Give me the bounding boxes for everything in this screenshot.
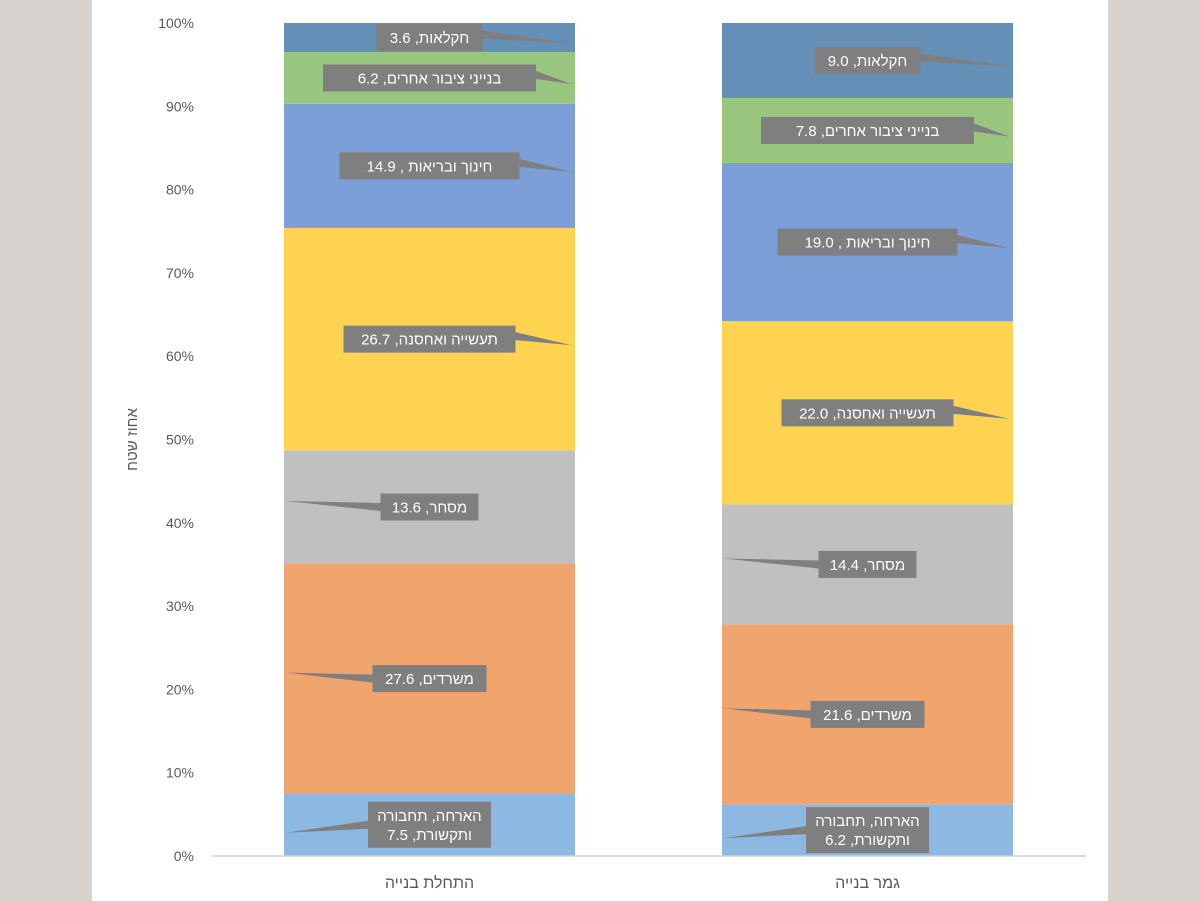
data-label-pointer [519, 158, 571, 172]
y-tick-label: 80% [166, 182, 194, 198]
data-label-text: משרדים, 27.6 [385, 671, 474, 688]
data-label-text: תעשייה ואחסנה, 22.0 [799, 405, 936, 422]
chart-panel: 0% 10% 20% 30% 40% 50% 60% 70% 80% 90% 100% אחוז שט… [92, 0, 1108, 901]
data-label-text: חינוך ובריאות , 19.0 [805, 235, 931, 252]
data-label-pointer [536, 70, 571, 84]
y-tick-label: 0% [174, 848, 194, 864]
data-label-pointer [286, 672, 373, 683]
data-label-pointer [286, 820, 368, 833]
data-label-text: משרדים, 21.6 [823, 707, 912, 724]
data-label-pointer [724, 558, 819, 569]
data-label-text: הארחה, תחבורה [815, 813, 919, 830]
data-label: חינוך ובריאות , 14.9 [339, 152, 571, 180]
data-label: הארחה, תחבורה ותקשורת, 6.2 [724, 807, 929, 854]
data-label: מסחר, 14.4 [724, 550, 917, 578]
data-label: משרדים, 21.6 [724, 700, 925, 728]
data-label: מסחר, 13.6 [286, 493, 479, 521]
data-label-box [806, 807, 929, 854]
data-label-text: ותקשורת, 6.2 [825, 832, 910, 849]
data-label: הארחה, תחבורה ותקשורת, 7.5 [286, 801, 491, 848]
data-label: תעשייה ואחסנה, 22.0 [781, 399, 1009, 427]
data-label-pointer [482, 30, 571, 44]
y-axis-title: אחוז שטח [124, 408, 141, 471]
data-label: חקלאות, 3.6 [376, 24, 571, 52]
data-label-text: חקלאות, 3.6 [390, 30, 470, 47]
data-label: תעשייה ואחסנה, 26.7 [343, 325, 571, 353]
data-label: בנייני ציבור אחרים, 6.2 [323, 64, 571, 92]
data-label: חינוך ובריאות , 19.0 [777, 228, 1009, 256]
data-label-box [380, 493, 479, 521]
y-tick-label: 70% [166, 265, 194, 281]
y-tick-label: 40% [166, 515, 194, 531]
stacked-bar-chart: 0% 10% 20% 30% 40% 50% 60% 70% 80% 90% 100% אחוז שט… [124, 15, 1086, 892]
y-tick-label: 60% [166, 348, 194, 364]
data-label-box [343, 325, 516, 353]
data-label-box [372, 665, 487, 693]
data-label-text: חקלאות, 9.0 [828, 53, 908, 70]
y-tick-label: 10% [166, 765, 194, 781]
data-label-text: מסחר, 14.4 [830, 557, 905, 574]
data-label-pointer [974, 123, 1009, 137]
data-label-pointer [724, 708, 811, 719]
data-label-pointer [724, 826, 806, 839]
y-tick-label: 50% [166, 432, 194, 448]
data-label-text: הארחה, תחבורה [377, 808, 481, 825]
data-label-text: מסחר, 13.6 [392, 499, 467, 516]
data-label-box [810, 700, 925, 728]
data-label-pointer [953, 405, 1009, 419]
data-label: משרדים, 27.6 [286, 665, 487, 693]
data-label-pointer [957, 235, 1009, 249]
bar-stack [722, 23, 1013, 856]
y-tick-label: 100% [158, 15, 194, 31]
data-label-box [761, 116, 974, 144]
data-label-text: חינוך ובריאות , 14.9 [367, 158, 493, 175]
y-tick-label: 30% [166, 598, 194, 614]
data-label: בנייני ציבור אחרים, 7.8 [761, 116, 1009, 144]
bar-stack [284, 23, 575, 856]
data-label-pointer [286, 500, 381, 511]
data-label-pointer [515, 332, 571, 346]
data-label-box [818, 550, 917, 578]
data-label-box [814, 46, 921, 74]
data-label-box [368, 801, 491, 848]
category-label: גמר בנייה [835, 875, 900, 892]
category-label: התחלת בנייה [385, 874, 474, 892]
data-labels: הארחה, תחבורה ותקשורת, 7.5 משרדים, 27.6 מסח… [286, 24, 1009, 854]
data-label-pointer [920, 53, 1009, 67]
data-label-box [777, 228, 958, 256]
data-label-text: ותקשורת, 7.5 [387, 827, 472, 844]
data-label: חקלאות, 9.0 [814, 46, 1009, 74]
y-tick-label: 20% [166, 681, 194, 697]
data-label-box [339, 152, 520, 180]
data-label-text: בנייני ציבור אחרים, 7.8 [796, 123, 940, 140]
data-label-text: תעשייה ואחסנה, 26.7 [361, 332, 498, 349]
data-label-box [781, 399, 954, 427]
data-label-box [376, 24, 483, 52]
y-tick-label: 90% [166, 98, 194, 114]
data-label-text: בנייני ציבור אחרים, 6.2 [358, 70, 502, 87]
data-label-box [323, 64, 536, 92]
